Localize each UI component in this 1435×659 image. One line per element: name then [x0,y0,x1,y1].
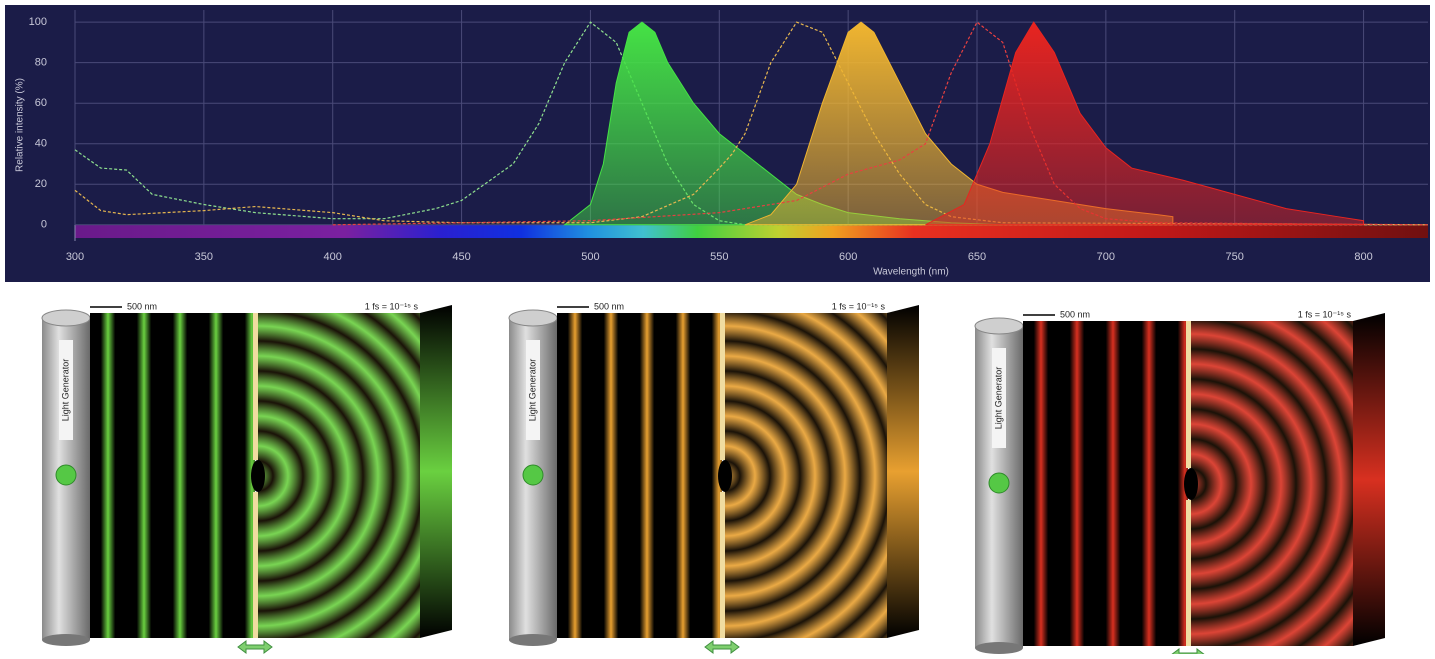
diffracted-waves [1191,321,1353,646]
generator-top [975,318,1023,334]
time-label: 1 fs = 10⁻¹⁵ s [1298,309,1352,319]
x-tick-label: 650 [968,251,986,263]
x-tick-label: 350 [195,251,213,263]
y-tick-label: 0 [41,219,47,231]
x-tick-label: 700 [1097,251,1115,263]
start-button[interactable] [56,465,76,485]
y-tick-label: 60 [35,97,47,109]
barrier-top [253,313,258,460]
y-axis-title: Relative intensity (%) [15,78,26,172]
time-label: 1 fs = 10⁻¹⁵ s [832,301,886,311]
slit [1184,468,1198,500]
scale-label: 500 nm [594,301,624,311]
screen-side [1353,313,1385,646]
slit [718,460,732,492]
slit-handle[interactable] [705,641,739,653]
x-axis-title: Wavelength (nm) [873,267,949,278]
simulation-panel: Light Generator 500 nm 1 fs = 10⁻¹⁵ s [509,301,919,653]
barrier-bottom [253,492,258,638]
generator-top [509,310,557,326]
x-tick-label: 500 [581,251,599,263]
slit-handle[interactable] [238,641,272,653]
screen-side [887,305,919,638]
slit-handle[interactable] [1171,649,1205,654]
scale-label: 500 nm [1060,309,1090,319]
slit [251,460,265,492]
generator-label: Light Generator [993,367,1003,430]
y-tick-label: 100 [29,16,47,28]
diffracted-waves [725,313,887,638]
generator-bottom [42,634,90,646]
generator-top [42,310,90,326]
barrier-bottom [1186,500,1191,646]
barrier-top [1186,321,1191,468]
y-tick-label: 20 [35,178,47,190]
x-tick-label: 600 [839,251,857,263]
generator-bottom [975,642,1023,654]
incident-waves [557,313,722,638]
generator-label: Light Generator [527,359,537,422]
page: Wavelength (nm) Relative intensity (%) 0… [0,0,1435,654]
simulation-panel: Light Generator 500 nm 1 fs = 10⁻¹⁵ s [42,301,452,653]
generator-bottom [509,634,557,646]
barrier-top [720,313,725,460]
x-tick-label: 450 [452,251,470,263]
simulation-panel: Light Generator 500 nm 1 fs = 10⁻¹⁵ s [975,309,1385,654]
start-button[interactable] [989,473,1009,493]
x-tick-label: 750 [1226,251,1244,263]
x-tick-label: 550 [710,251,728,263]
x-tick-label: 300 [66,251,84,263]
incident-waves [90,313,255,638]
scale-label: 500 nm [127,301,157,311]
time-label: 1 fs = 10⁻¹⁵ s [365,301,419,311]
barrier-bottom [720,492,725,638]
spectrum-bar [75,225,1428,238]
start-button[interactable] [523,465,543,485]
x-tick-label: 400 [324,251,342,263]
y-tick-label: 40 [35,138,47,150]
diffracted-waves [258,313,420,638]
generator-label: Light Generator [60,359,70,422]
incident-waves [1023,321,1188,646]
y-tick-label: 80 [35,57,47,69]
screen-side [420,305,452,638]
x-tick-label: 800 [1354,251,1372,263]
